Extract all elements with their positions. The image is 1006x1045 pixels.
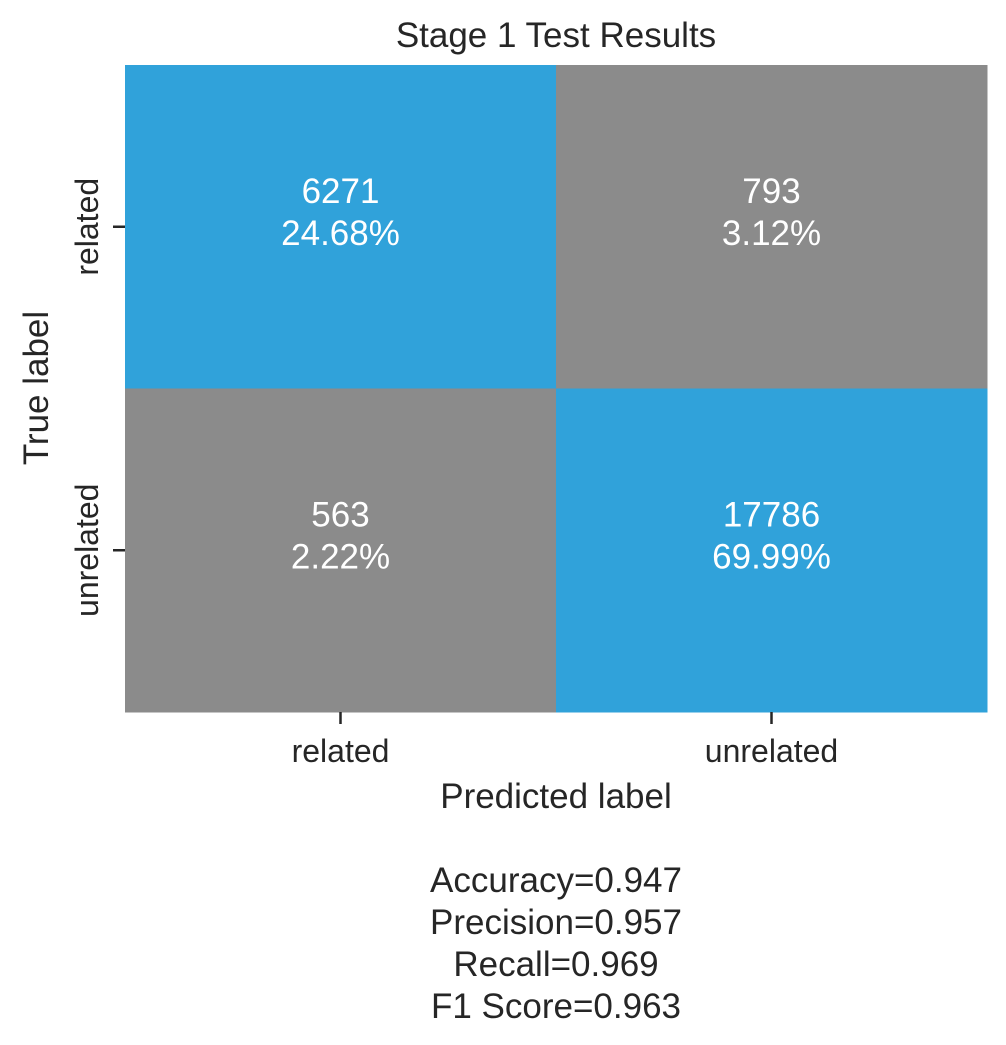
chart-title: Stage 1 Test Results <box>396 16 716 55</box>
heatmap-cell-unrelated-unrelated <box>556 388 988 713</box>
heatmap-cells <box>125 65 988 713</box>
heatmap-cell-related-related <box>125 65 557 389</box>
cell-percent-label: 24.68% <box>281 214 400 253</box>
metric-line: F1 Score=0.963 <box>431 987 681 1026</box>
cell-percent-label: 3.12% <box>722 214 821 253</box>
cell-percent-label: 2.22% <box>291 538 390 577</box>
cell-count-label: 563 <box>311 496 369 535</box>
cell-percent-label: 69.99% <box>712 538 831 577</box>
metric-line: Accuracy=0.947 <box>430 861 682 900</box>
x-tick-label: unrelated <box>705 733 838 769</box>
metric-line: Recall=0.969 <box>453 945 658 984</box>
cell-count-label: 17786 <box>723 496 820 535</box>
y-tick-label: related <box>69 178 105 276</box>
heatmap-cell-related-unrelated <box>556 65 988 389</box>
metric-line: Precision=0.957 <box>430 903 682 942</box>
cell-count-label: 793 <box>742 172 800 211</box>
y-tick-label: unrelated <box>69 484 105 617</box>
axis-ticks: related unrelated related unrelated <box>69 178 838 769</box>
x-axis-label: Predicted label <box>440 777 672 816</box>
y-axis-label: True label <box>17 311 56 465</box>
x-tick-label: related <box>292 733 390 769</box>
metrics-block: Accuracy=0.947Precision=0.957Recall=0.96… <box>430 861 682 1026</box>
cell-count-label: 6271 <box>302 172 380 211</box>
heatmap-cell-unrelated-related <box>125 388 557 713</box>
